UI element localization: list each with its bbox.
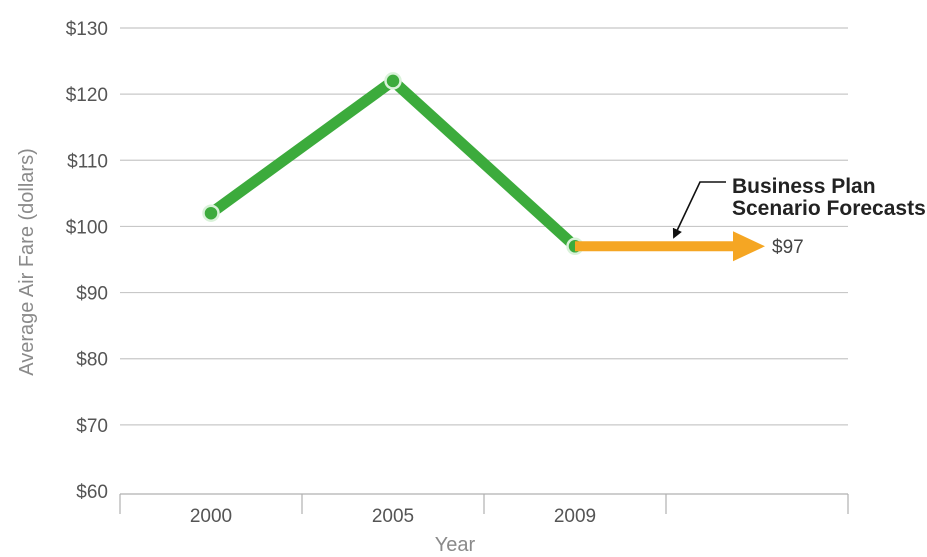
x-axis xyxy=(119,493,849,514)
y-tick-label: $110 xyxy=(67,151,108,172)
forecast-annotation: Business Plan Scenario Forecasts xyxy=(672,175,926,239)
y-tick-label: $90 xyxy=(76,284,108,305)
data-point xyxy=(384,72,402,90)
annotation-pointer xyxy=(672,181,726,239)
x-tick-label: 2000 xyxy=(190,506,232,527)
annotation-line-1: Business Plan xyxy=(732,175,876,198)
y-tick-label: $70 xyxy=(76,416,108,437)
x-axis-title: Year xyxy=(435,534,476,556)
y-tick-label: $80 xyxy=(76,350,108,371)
y-tick-labels: $60 $70 $80 $90 $100 $110 $120 $130 xyxy=(66,19,108,503)
annotation-line-2: Scenario Forecasts xyxy=(732,197,926,220)
x-tick-label: 2009 xyxy=(554,506,596,527)
y-tick-label: $100 xyxy=(66,217,108,238)
x-tick-labels: 2000 2005 2009 xyxy=(190,506,596,527)
data-point xyxy=(202,204,220,222)
y-tick-label: $60 xyxy=(76,482,108,503)
forecast-value-label: $97 xyxy=(772,237,804,258)
gridlines xyxy=(120,27,848,426)
y-tick-label: $120 xyxy=(66,85,108,106)
x-tick-label: 2005 xyxy=(372,506,414,527)
forecast-arrow-head xyxy=(733,231,765,262)
forecast-arrow xyxy=(575,231,765,262)
series-line xyxy=(207,73,579,251)
y-tick-label: $130 xyxy=(66,19,108,40)
y-axis-title: Average Air Fare (dollars) xyxy=(16,148,38,376)
